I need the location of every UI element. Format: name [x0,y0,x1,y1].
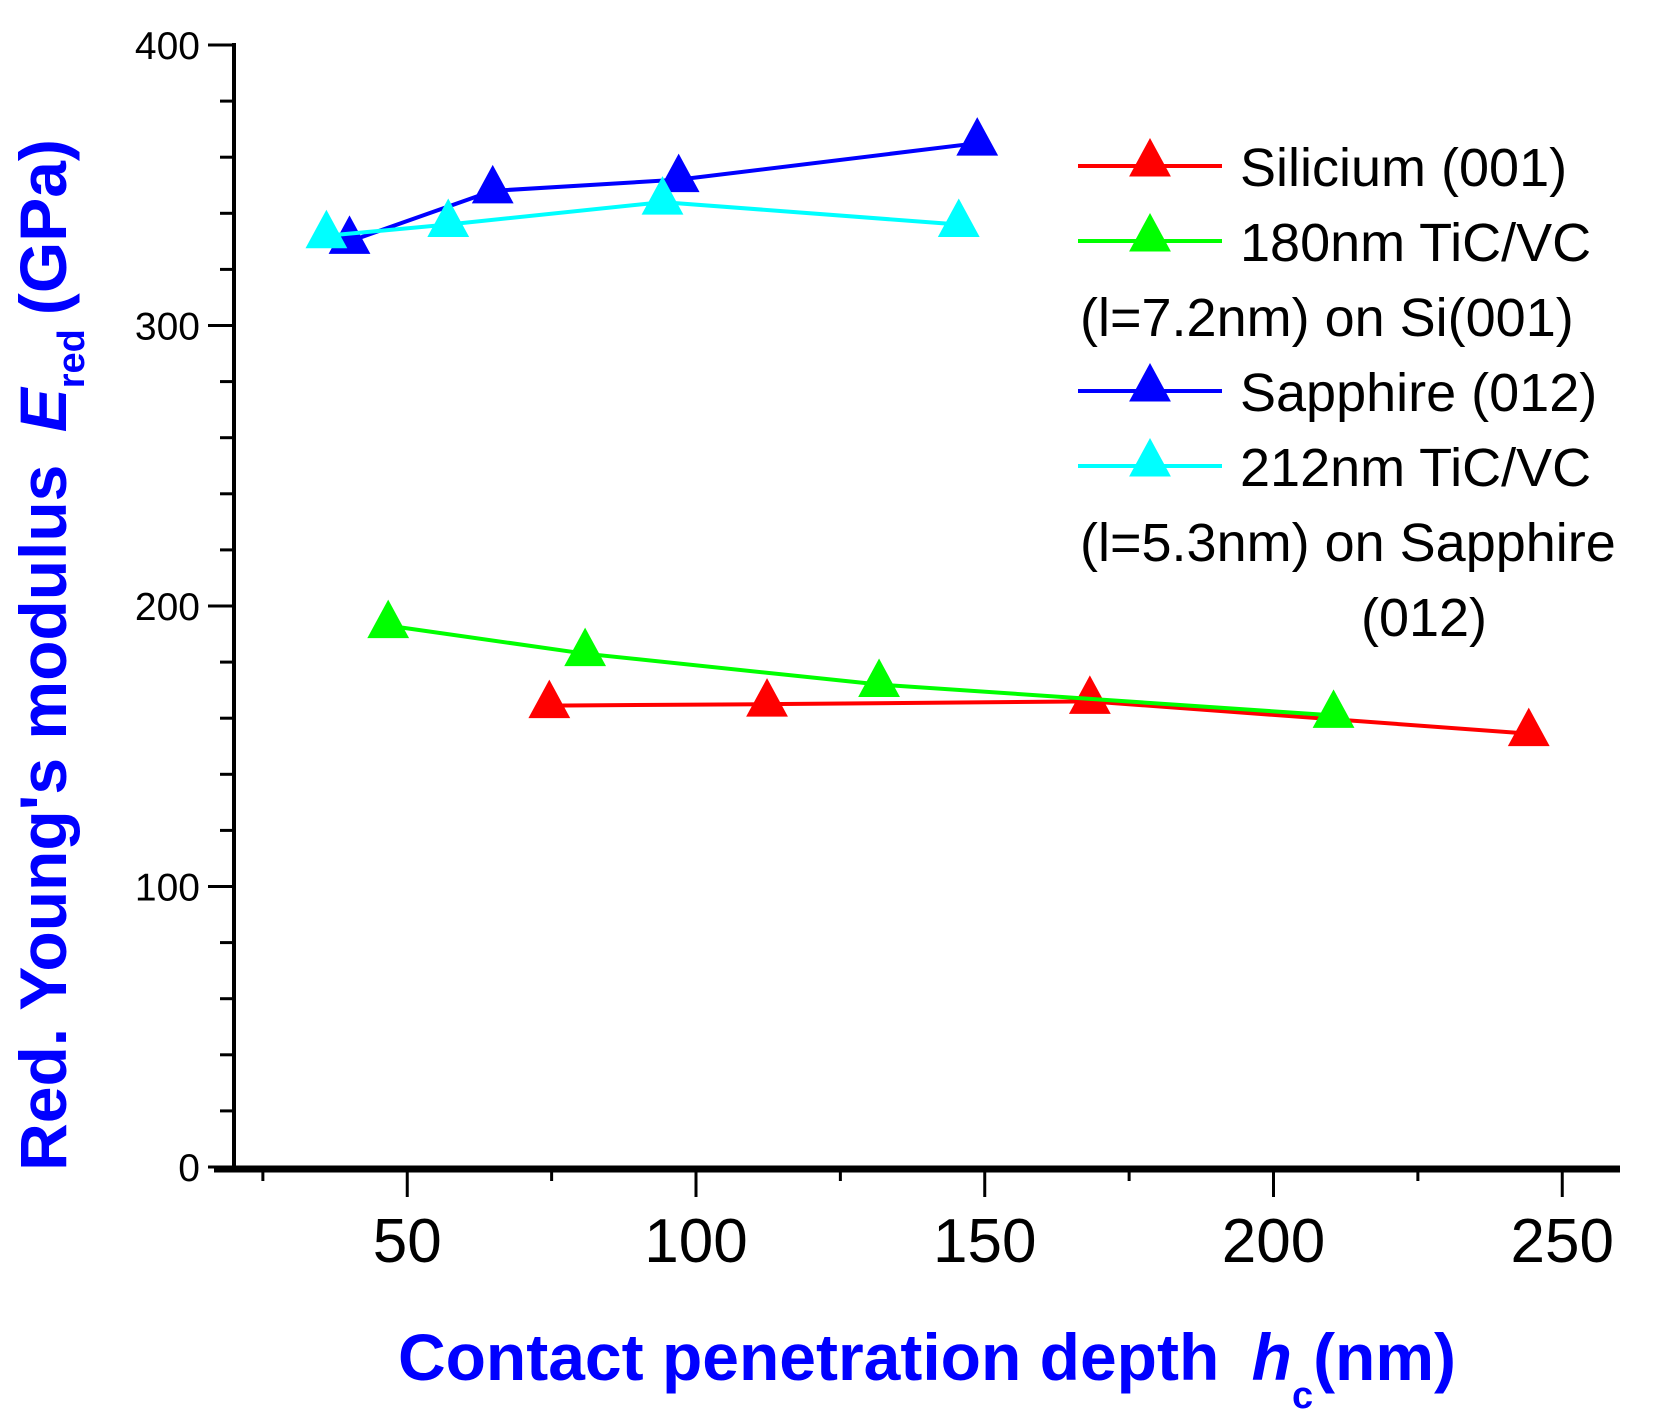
y-tick-label: 300 [135,306,200,349]
data-point-marker [746,678,788,717]
y-tick-label: 0 [178,1147,200,1190]
data-point-marker [367,599,410,639]
y-axis-label-unit: (GPa) [6,139,80,315]
series-1 [367,599,1355,728]
x-axis-label-unit: (nm) [1313,1320,1456,1394]
legend-label: 212nm TiC/VC [1240,438,1591,498]
legend-label: (l=5.3nm) on Sapphire [1080,513,1616,573]
data-point-marker [937,198,980,238]
legend-item-0: Silicium (001) [1078,138,1567,198]
series-layer [305,117,1550,747]
x-tick-label: 200 [1222,1207,1325,1276]
series-line [549,699,1529,736]
legend-marker [1129,363,1171,402]
series-3 [305,176,980,249]
y-axis-label: Red. Young's modulus Ered (GPa) [6,139,93,1171]
x-tick-label: 150 [933,1207,1036,1276]
legend-item-1: 180nm TiC/VC (l=7.2nm) on Si(001) [1078,213,1591,348]
x-axis-label-sub: c [1292,1375,1313,1417]
series-line [326,200,959,238]
y-axis-label-text: Red. Young's modulus [6,465,80,1171]
data-point-marker [1312,689,1355,728]
legend-item-3: 212nm TiC/VC (l=5.3nm) on Sapphire (012) [1078,438,1616,648]
legend-item-2: Sapphire (012) [1078,363,1597,423]
legend-label: (l=7.2nm) on Si(001) [1080,288,1574,348]
y-axis-label-symbol: E [6,386,80,432]
legend-marker [1129,138,1171,177]
data-point-marker [657,153,700,193]
axes: 0 100 200 300 400 50 100 150 200 250 [135,25,1620,1276]
data-point-marker [1068,675,1111,714]
legend: Silicium (001) 180nm TiC/VC (l=7.2nm) on S… [1078,138,1616,648]
data-point-marker [564,627,607,667]
legend-marker [1129,438,1171,477]
legend-label: Silicium (001) [1240,138,1567,198]
x-tick-label: 100 [644,1207,747,1276]
data-point-marker [427,198,470,238]
legend-label: 180nm TiC/VC [1240,213,1591,273]
data-point-marker [305,209,348,249]
y-tick-label: 100 [135,867,200,910]
x-axis-label-text: Contact penetration depth [398,1320,1219,1394]
x-tick-label: 50 [373,1207,442,1276]
data-point-marker [528,679,571,719]
data-point-marker [641,176,684,215]
y-tick-label: 400 [135,25,200,68]
x-axis-label: Contact penetration depth hc(nm) [398,1320,1456,1417]
series-0 [528,675,1550,747]
legend-marker [1129,213,1171,252]
legend-label: (012) [1361,588,1487,648]
series-line [387,623,1334,718]
data-point-marker [1507,707,1550,747]
x-axis-label-symbol: h [1252,1320,1292,1394]
series-line [348,141,978,244]
data-point-marker [956,117,999,156]
data-point-marker [471,164,514,204]
data-point-marker [858,658,900,698]
legend-label: Sapphire (012) [1240,363,1597,423]
x-tick-label: 250 [1511,1207,1614,1276]
y-axis-label-sub: red [51,329,93,388]
y-tick-label: 200 [135,586,200,629]
